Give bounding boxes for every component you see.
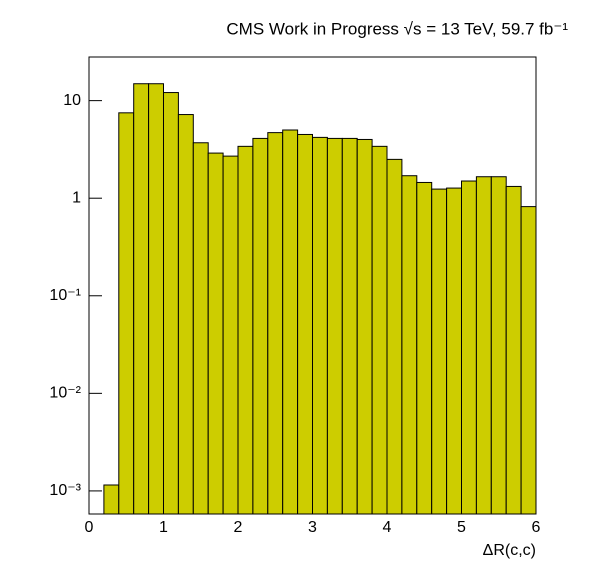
bar xyxy=(356,138,373,515)
bar xyxy=(252,137,269,515)
x-tick-label: 5 xyxy=(457,519,466,536)
bar xyxy=(207,152,224,515)
bar xyxy=(431,188,448,515)
x-tick-label: 1 xyxy=(159,519,168,536)
bar xyxy=(297,133,314,515)
x-axis-label: ΔR(c,c) xyxy=(483,542,536,559)
bar xyxy=(312,136,328,515)
bar xyxy=(341,137,358,515)
y-tick-label: 1 xyxy=(72,189,81,206)
y-tick-label: 10⁻¹ xyxy=(49,287,81,304)
bar xyxy=(177,114,194,515)
bar xyxy=(461,180,477,515)
bar xyxy=(118,112,135,515)
bar xyxy=(282,129,299,515)
x-tick-label: 0 xyxy=(85,519,94,536)
bar xyxy=(326,137,343,515)
bar xyxy=(401,175,418,515)
bar xyxy=(163,92,179,515)
bar xyxy=(267,132,284,515)
bar xyxy=(475,176,492,515)
y-tick-label: 10⁻² xyxy=(49,385,81,402)
y-tick-label: 10 xyxy=(63,92,81,109)
bar xyxy=(446,187,463,515)
x-tick-label: 3 xyxy=(308,519,317,536)
x-tick-label: 4 xyxy=(383,519,392,536)
bar xyxy=(103,484,120,515)
bar xyxy=(148,83,165,515)
x-tick-label: 2 xyxy=(234,519,243,536)
bar xyxy=(222,155,239,515)
chart-title: CMS Work in Progress √s = 13 TeV, 59.7 f… xyxy=(226,19,568,38)
bar xyxy=(133,83,150,515)
bar xyxy=(237,145,254,515)
bar xyxy=(371,145,388,515)
bar xyxy=(520,206,537,515)
y-tick-label: 10⁻³ xyxy=(49,482,81,499)
bar xyxy=(386,158,403,515)
bar xyxy=(490,176,507,515)
bar xyxy=(505,185,522,515)
bar xyxy=(192,142,209,515)
bar xyxy=(416,181,433,515)
x-tick-label: 6 xyxy=(532,519,541,536)
